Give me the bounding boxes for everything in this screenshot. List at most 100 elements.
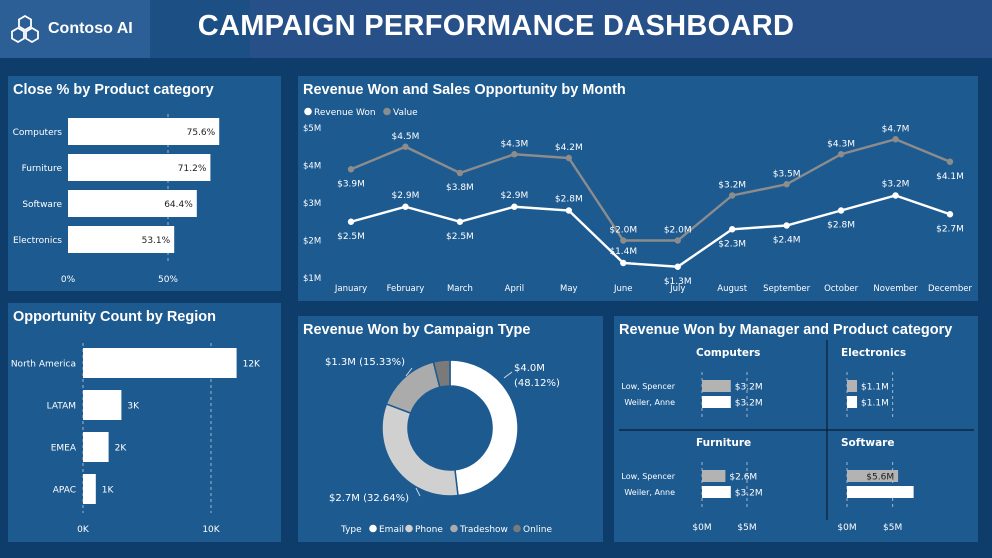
value-point [402,143,409,150]
manager-label: Weiler, Anne [624,488,675,497]
value-data-label: $3.9M [337,179,365,189]
revenue-point [946,211,954,218]
value-point [347,166,355,173]
revenue-data-label: $1.4M [609,247,637,257]
value-data-label: $3.2M [718,181,746,191]
region-chart: North America 12K LATAM 3K EMEA 2K APAC 1K 0K 10K [11,343,261,535]
value-point [837,151,845,158]
value-label: 64.4% [164,200,193,210]
value-label: $5.6M [866,473,894,483]
y-tick-label: $5M [303,124,321,134]
x-tick-label: 0K [77,525,90,535]
y-tick-label: $3M [303,199,321,209]
revenue-data-label: $2.3M [718,239,746,249]
region-bar [83,390,122,420]
x-tick-label: August [717,284,747,294]
month-panel[interactable]: Revenue Won and Sales Opportunity by Mon… [298,76,978,301]
small-multiple-title: Furniture [696,437,751,449]
region-bar [83,432,109,462]
campaign-panel[interactable]: Revenue Won by Campaign Type $4.0M (48.12… [298,316,603,542]
legend-marker [513,524,521,533]
value-data-label: $2.0M [609,226,637,236]
leader-line [415,487,421,497]
legend-marker [450,524,458,533]
close-pct-chart: Computers 75.6% Furniture 71.2% Software 64.4… [13,114,220,285]
data-label: $1.3M (15.33%) [325,357,405,368]
x-tick-label: 0% [61,275,76,285]
category-label: Furniture [22,164,63,174]
region-panel[interactable]: Opportunity Count by Region North Americ… [8,303,281,542]
value-data-label: $2.0M [664,226,692,236]
revenue-data-label: $2.9M [392,191,420,201]
small-multiple-title: Computers [696,347,760,359]
legend-marker [405,524,413,533]
x-tick-label: January [334,284,367,294]
region-bar [83,474,96,504]
value-point [892,136,899,143]
panel-title: Close % by Product category [13,82,214,98]
data-label: $4.0M [514,363,545,374]
revenue-point [728,226,736,233]
manager-panel[interactable]: Revenue Won by Manager and Product categ… [614,316,978,542]
category-label: Electronics [13,236,62,246]
value-label: $2.6M [729,473,757,483]
revenue-point [511,203,518,210]
panel-title: Revenue Won and Sales Opportunity by Mon… [303,82,626,98]
donut-slice-email [449,359,519,497]
close-bar [68,226,175,253]
revenue-data-label: $2.4M [773,236,801,246]
x-tick-label: 10K [202,525,220,535]
title-band [250,0,992,58]
campaign-donut-chart: $4.0M (48.12%) $2.7M (32.64%) $1.3M (15.33%… [325,357,560,535]
leader-line [503,371,513,379]
value-data-label: $3.5M [773,169,801,179]
value-point [783,181,790,188]
data-label: (48.12%) [514,378,560,389]
donut-slice-online [432,359,451,389]
manager-bar [702,396,731,408]
value-label: 71.2% [178,164,207,174]
x-tick-label: October [824,284,859,294]
x-tick-label: September [763,284,810,294]
value-data-label: $4.2M [555,143,583,153]
manager-bar [702,470,726,482]
legend-label: Online [523,525,552,535]
data-label: $2.7M (32.64%) [329,493,409,504]
close-bar [68,190,197,217]
hexagon-logo-icon [11,14,39,44]
revenue-data-label: $2.5M [446,232,474,242]
series-line-revenue-won [350,194,951,268]
x-tick-label: $0M [692,523,711,533]
revenue-data-label: $1.3M [664,277,692,287]
header-bar: Contoso AI CAMPAIGN PERFORMANCE DASHBOAR… [0,0,992,58]
value-point [456,169,464,177]
revenue-data-label: $2.8M [555,195,583,205]
donut-slice-tradeshow [385,361,441,415]
value-label: $3.2M [735,489,763,499]
close-bar [68,118,220,145]
leader-line [405,367,413,377]
x-tick-label: $0M [837,523,856,533]
value-point [674,237,681,244]
value-data-label: $4.7M [882,124,910,134]
legend-label: Tradeshow [459,525,508,535]
x-tick-label: June [613,284,633,294]
x-tick-label: $5M [883,523,902,533]
panel-title: Opportunity Count by Region [13,309,216,325]
manager-label: Weiler, Anne [624,398,675,407]
small-multiple-title: Software [841,437,894,449]
manager-bar [847,396,858,408]
legend-label: Value [393,108,418,118]
series-line-value [350,137,951,242]
revenue-data-label: $2.9M [500,191,528,201]
region-label: EMEA [51,444,77,454]
value-data-label: $4.1M [936,172,964,182]
manager-bar [847,380,858,392]
value-data-label: $4.3M [500,139,528,149]
small-multiple-title: Electronics [841,347,906,359]
value-data-label: $3.8M [446,183,474,193]
manager-small-multiples: Computers Low, Spencer $3.2M Weiler, Anne $3… [619,340,974,533]
y-tick-label: $1M [303,274,321,284]
close-pct-panel[interactable]: Close % by Product category Computers 75.… [8,76,281,291]
panel-title: Revenue Won by Manager and Product categ… [619,322,953,338]
